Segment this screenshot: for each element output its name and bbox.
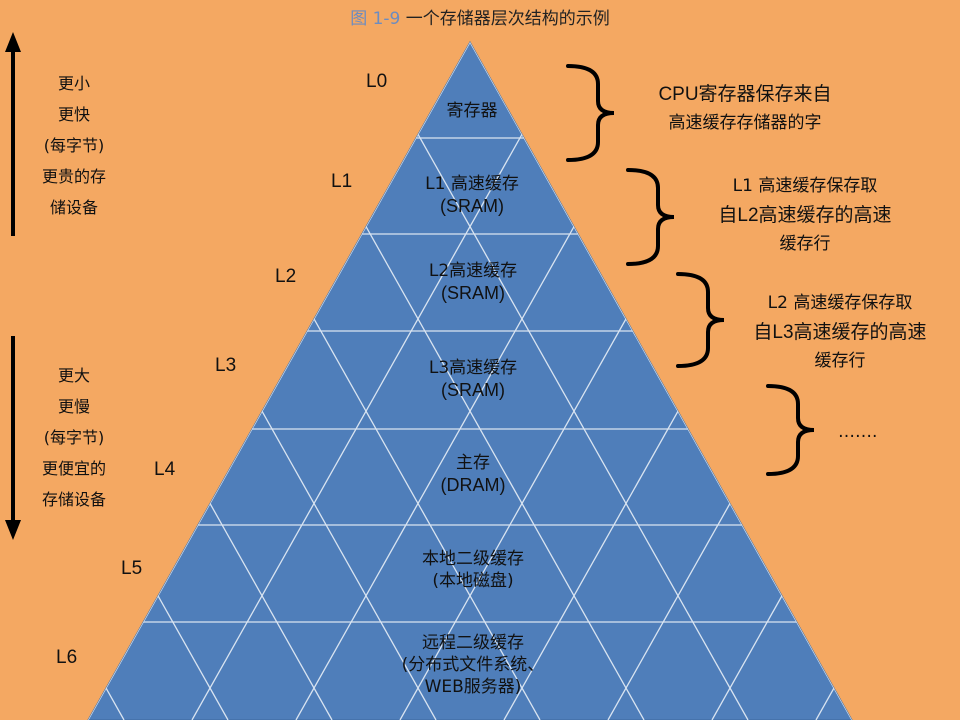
note-l1-line1: L1 高速缓存保存取 [732, 176, 878, 196]
brace-l3 [766, 384, 815, 476]
left-top-line: 更快 [57, 105, 90, 124]
cell-l4-line1: 主存 [456, 453, 490, 473]
left-top-descriptor: 更小 更快 (每字节) 更贵的存 储设备 [18, 68, 130, 223]
cell-l3-line2: (SRAM) [441, 380, 505, 401]
figure-caption: 一个存储器层次结构的示例 [405, 9, 610, 29]
figure-number: 图 1-9 [350, 9, 401, 29]
cell-registers-line1: 寄存器 [446, 101, 498, 121]
level-label-l1: L1 [331, 171, 353, 192]
left-bottom-line: 更便宜的 [41, 459, 106, 478]
cell-local-secondary: 本地二级缓存 (本地磁盘) [368, 548, 578, 592]
grid-line [781, 42, 852, 720]
cell-l5-line1: 本地二级缓存 [422, 549, 524, 569]
cell-l3-cache: L3高速缓存 (SRAM) [378, 357, 568, 402]
level-label-l2: L2 [275, 266, 297, 287]
cell-l6-line2: (分布式文件系统、 [401, 655, 545, 676]
left-top-line: 更贵的存 [41, 167, 106, 186]
figure-title: 图 1-9 一个存储器层次结构的示例 [0, 8, 960, 30]
grid-line [191, 42, 575, 720]
left-bottom-line: 更慢 [57, 397, 90, 416]
note-l2-line2: 自L3高速缓存的高速 [753, 322, 927, 343]
cell-l2-line2: (SRAM) [441, 283, 505, 304]
brace-l2 [676, 272, 725, 368]
level-label-l4: L4 [154, 459, 176, 480]
down-arrow-icon [5, 520, 21, 540]
grid-line [815, 42, 852, 720]
left-bottom-descriptor: 更大 更慢 (每字节) 更便宜的 存储设备 [18, 360, 130, 515]
cell-l1-line2: (SRAM) [440, 196, 504, 217]
grid-line [88, 42, 229, 720]
cell-l1-cache: L1 高速缓存 (SRAM) [388, 173, 556, 218]
note-l1-line3: 缓存行 [779, 234, 831, 254]
left-bottom-line: 存储设备 [41, 490, 106, 509]
level-label-l5: L5 [121, 558, 143, 579]
grid-line [711, 42, 852, 720]
note-l2: L2 高速缓存保存取 自L3高速缓存的高速 缓存行 [725, 289, 955, 376]
brace-registers [566, 64, 615, 162]
note-registers-line1: CPU寄存器保存来自 [658, 84, 832, 105]
grid-line [365, 42, 749, 720]
note-l2-line3: 缓存行 [814, 351, 866, 371]
cell-remote-secondary: 远程二级缓存 (分布式文件系统、 WEB服务器) [358, 632, 588, 698]
level-label-l6: L6 [56, 647, 78, 668]
grid-line [920, 42, 960, 720]
note-ellipsis: ……. [838, 418, 877, 447]
grid-line [0, 42, 20, 720]
cell-l6-line1: 远程二级缓存 [422, 633, 524, 653]
up-arrow-icon [5, 32, 21, 52]
note-registers: CPU寄存器保存来自 高速缓存存储器的字 [620, 80, 870, 138]
note-l1: L1 高速缓存保存取 自L2高速缓存的高速 缓存行 [680, 172, 930, 259]
cell-l6-line3: WEB服务器) [424, 677, 522, 698]
level-label-l3: L3 [215, 355, 237, 376]
grid-line [88, 42, 471, 720]
note-l1-line2: 自L2高速缓存的高速 [718, 205, 892, 226]
cell-l5-line2: (本地磁盘) [432, 571, 514, 592]
note-l2-line1: L2 高速缓存保存取 [767, 293, 913, 313]
cell-l4-line2: (DRAM) [440, 475, 506, 496]
cell-main-memory: 主存 (DRAM) [378, 452, 568, 497]
left-top-line: 储设备 [49, 198, 98, 217]
grid-line [886, 42, 960, 720]
cell-l2-cache: L2高速缓存 (SRAM) [378, 260, 568, 305]
left-top-line: 更小 [57, 74, 90, 93]
left-bottom-line: (每字节) [43, 428, 105, 447]
note-ellipsis-line1: ……. [838, 422, 878, 442]
cell-l1-line1: L1 高速缓存 [425, 174, 519, 194]
left-bottom-line: 更大 [57, 366, 90, 385]
note-registers-line2: 高速缓存存储器的字 [668, 113, 822, 133]
left-top-line: (每字节) [43, 136, 105, 155]
cell-l2-line1: L2高速缓存 [428, 261, 518, 281]
level-label-l0: L0 [366, 71, 388, 92]
brace-l1 [626, 168, 675, 266]
cell-registers: 寄存器 [388, 100, 556, 122]
cell-l3-line1: L3高速缓存 [428, 358, 518, 378]
